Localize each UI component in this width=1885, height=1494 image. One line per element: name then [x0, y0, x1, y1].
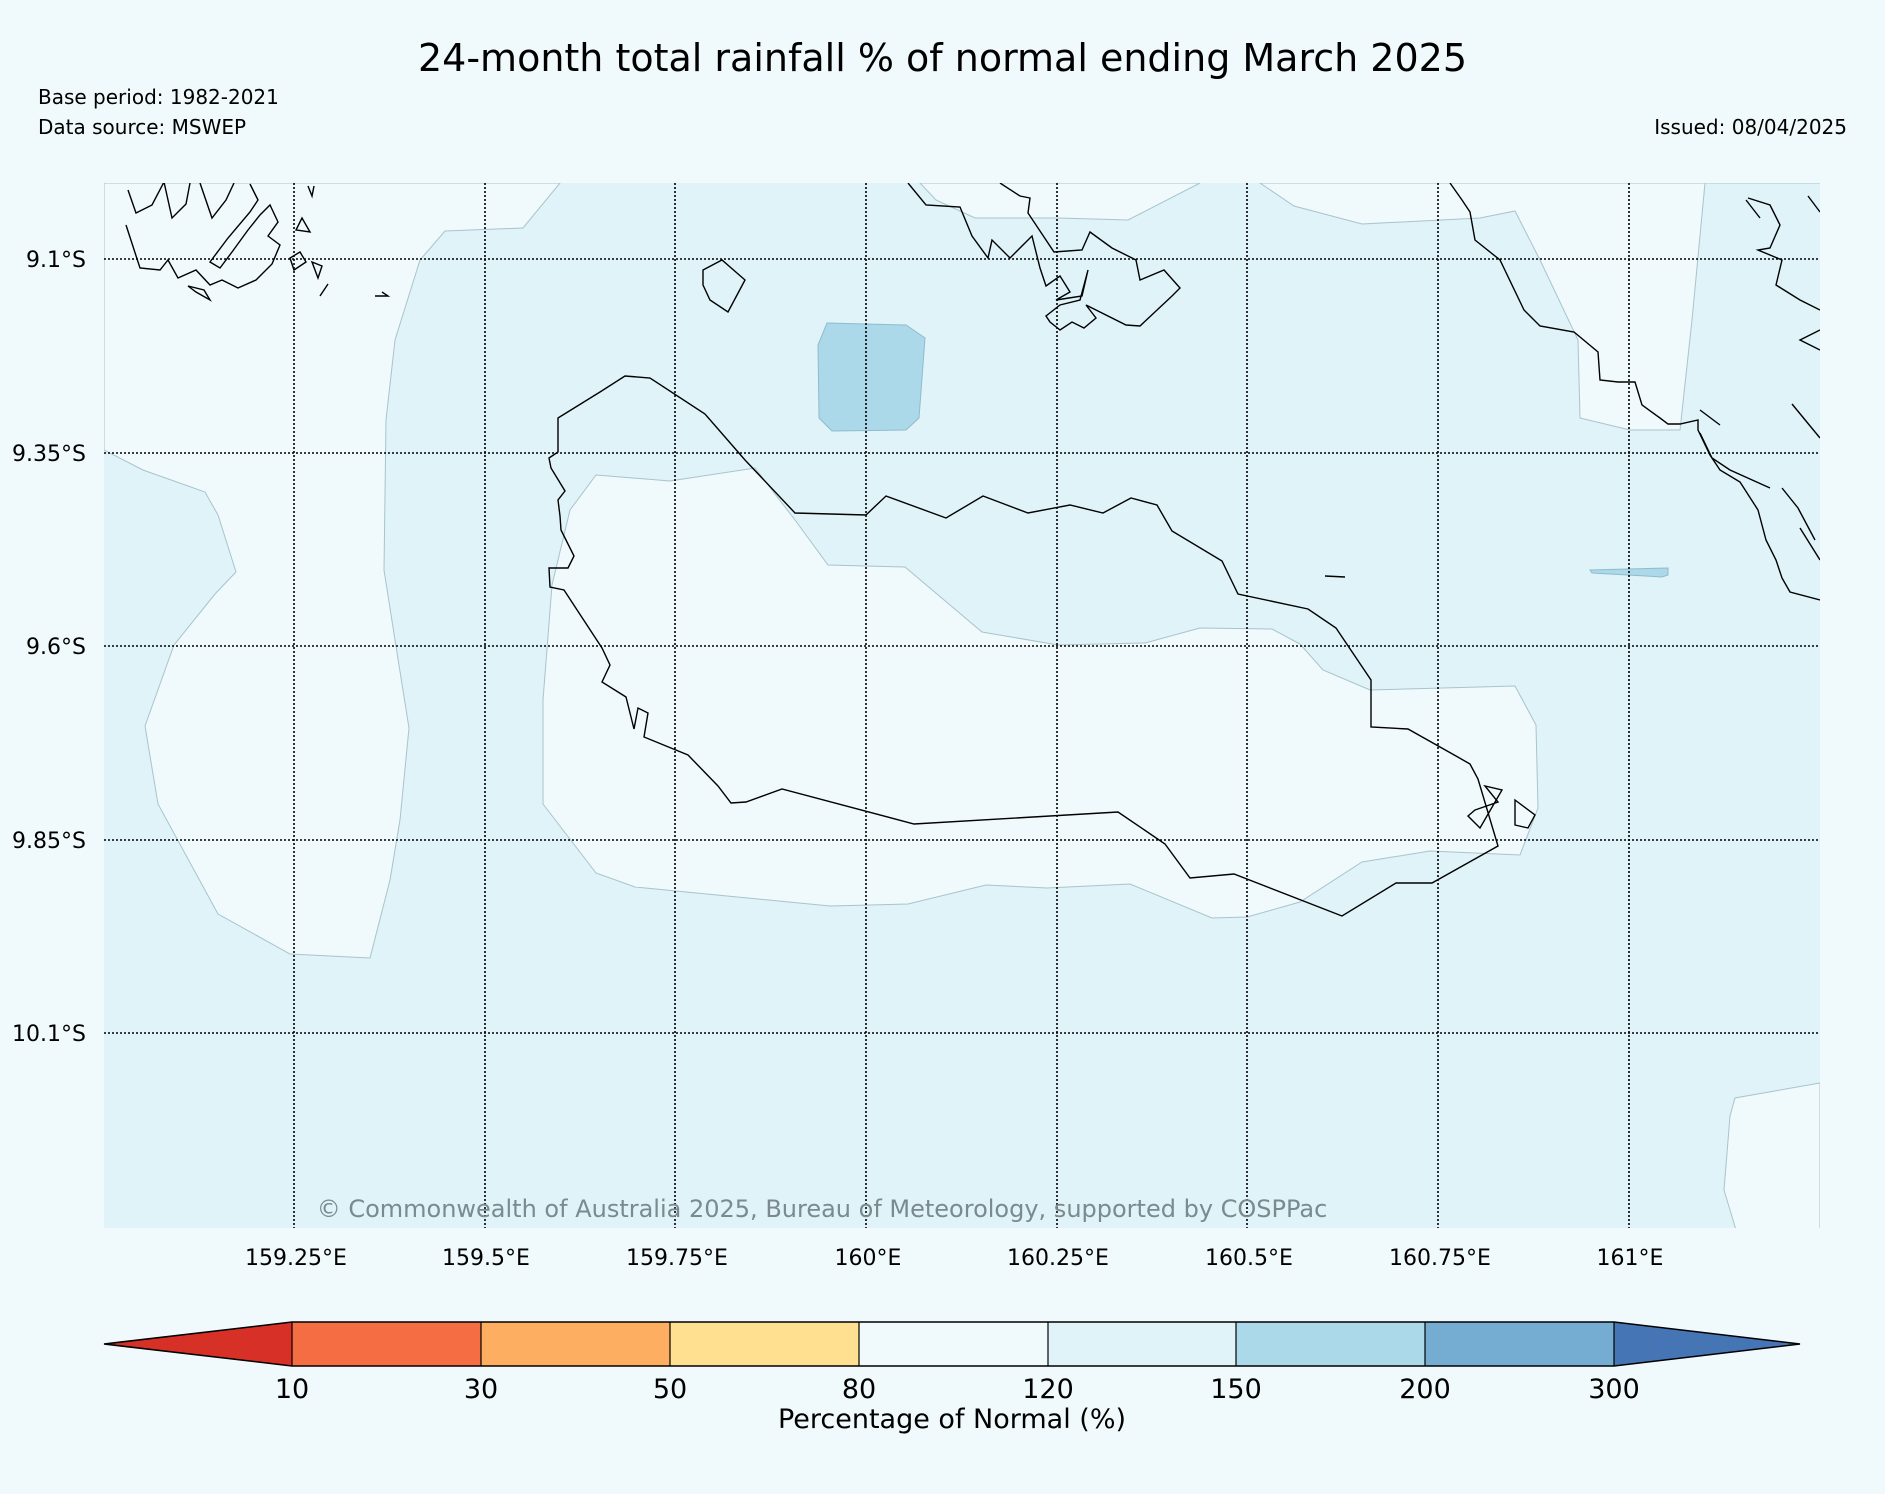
coastline-malaita-fragments [1699, 195, 1820, 561]
colorbar-bin [292, 1322, 481, 1366]
coastline-guadalcanal-east-tip [1466, 784, 1536, 830]
colorbar-bin [104, 1322, 292, 1366]
colorbar-bin [670, 1322, 859, 1366]
band-80-120-top-mid [919, 183, 1201, 221]
colorbar-tick-label: 80 [842, 1374, 876, 1405]
issued-date: Issued: 08/04/2025 [1654, 115, 1847, 139]
coastline-small-islet [1324, 575, 1346, 578]
coastline-guadalcanal [548, 375, 1499, 917]
colorbar-tick-label: 120 [1022, 1374, 1074, 1405]
colorbar-bin [481, 1322, 670, 1366]
colorbar-bin [1614, 1322, 1800, 1366]
lon-label: 159.25°E [245, 1246, 347, 1271]
lat-label: 9.85°S [12, 829, 86, 854]
coastlines [125, 183, 1820, 917]
lon-label: 160.25°E [1007, 1246, 1109, 1271]
lat-label: 9.35°S [12, 442, 86, 467]
colorbar-tick-label: 200 [1399, 1374, 1451, 1405]
lon-label: 160°E [835, 1246, 902, 1271]
coastline-florida-islands [907, 183, 1181, 331]
lon-label: 160.5°E [1205, 1246, 1293, 1271]
colorbar-tick-label: 30 [464, 1374, 498, 1405]
coastline-malaita [1449, 183, 1820, 601]
base-period: Base period: 1982-2021 [38, 85, 279, 109]
band-80-120-top-left [104, 183, 561, 959]
colorbar-bin [859, 1322, 1048, 1366]
colorbar-tick-label: 10 [275, 1374, 309, 1405]
band-80-120-center [542, 467, 1539, 919]
lat-label: 10.1°S [12, 1022, 86, 1047]
map-title: 24-month total rainfall % of normal endi… [417, 36, 1468, 80]
coastline-russell-islands [125, 183, 323, 302]
colorbar-tick-label: 300 [1588, 1374, 1640, 1405]
colorbar-bin [1236, 1322, 1425, 1366]
lat-label: 9.6°S [26, 635, 86, 660]
colorbar-bin [1425, 1322, 1614, 1366]
lon-label: 160.75°E [1389, 1246, 1491, 1271]
lon-label: 161°E [1597, 1246, 1664, 1271]
colorbar-tick-label: 150 [1210, 1374, 1262, 1405]
band-150-200-north [817, 322, 926, 432]
colorbar-bin [1048, 1322, 1236, 1366]
lat-label: 9.1°S [26, 248, 86, 273]
lon-label: 159.5°E [442, 1246, 530, 1271]
graticule [104, 183, 1820, 1228]
copyright-notice: © Commonwealth of Australia 2025, Bureau… [317, 1195, 1328, 1223]
coastline-russell-small [307, 185, 391, 297]
colorbar-title: Percentage of Normal (%) [778, 1404, 1126, 1435]
band-80-120-lower-right [1723, 1082, 1820, 1228]
colorbar-tick-label: 50 [653, 1374, 687, 1405]
lon-label: 159.75°E [626, 1246, 728, 1271]
colorbar: 10 30 50 80 120 150 200 300 Percentage o… [103, 1321, 1801, 1435]
coastline-savo-island [702, 259, 746, 314]
map-area [104, 183, 1820, 1228]
band-80-120-top-right [1259, 183, 1820, 431]
data-source: Data source: MSWEP [38, 115, 247, 139]
